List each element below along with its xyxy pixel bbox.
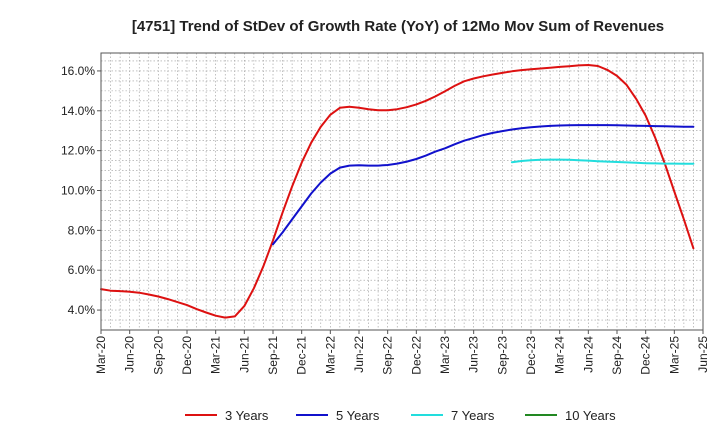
x-tick-label: Mar-24 xyxy=(553,336,567,374)
x-tick-label: Jun-22 xyxy=(352,336,366,373)
x-tick-label: Dec-24 xyxy=(639,336,653,375)
x-tick-label: Mar-23 xyxy=(438,336,452,374)
x-axis: Mar-20 Jun-20 Sep-20 Dec-20 Mar-21 Jun-21 Sep-… xyxy=(94,330,710,375)
y-tick-label: 8.0% xyxy=(68,223,96,237)
chart-title: [4751] Trend of StDev of Growth Rate (Yo… xyxy=(132,18,664,35)
x-tick-label: Jun-24 xyxy=(581,336,595,373)
legend: 3 Years 5 Years 7 Years 10 Years xyxy=(185,408,616,423)
x-tick-label: Dec-21 xyxy=(295,336,309,375)
x-tick-label: Sep-21 xyxy=(266,336,280,375)
series-line-5y xyxy=(272,124,695,246)
x-tick-label: Jun-21 xyxy=(237,336,251,373)
x-tick-label: Mar-20 xyxy=(94,336,108,374)
x-tick-label: Jun-25 xyxy=(696,336,710,373)
x-tick-label: Sep-23 xyxy=(495,336,509,375)
y-tick-label: 14.0% xyxy=(61,104,95,118)
x-tick-label: Mar-22 xyxy=(323,336,337,374)
x-tick-label: Mar-21 xyxy=(209,336,223,374)
x-tick-label: Sep-22 xyxy=(381,336,395,375)
x-tick-label: Dec-23 xyxy=(524,336,538,375)
grid xyxy=(101,53,703,330)
plot-frame xyxy=(100,52,704,331)
y-axis: 4.0% 6.0% 8.0% 10.0% 12.0% 14.0% 16.0% xyxy=(61,64,101,317)
legend-label-7y: 7 Years xyxy=(451,408,495,423)
y-tick-label: 6.0% xyxy=(68,263,96,277)
series-line-7y xyxy=(510,158,695,165)
x-tick-label: Dec-20 xyxy=(180,336,194,375)
legend-label-3y: 3 Years xyxy=(225,408,269,423)
x-tick-label: Dec-22 xyxy=(409,336,423,375)
plot-background xyxy=(101,53,703,330)
x-tick-label: Jun-20 xyxy=(123,336,137,373)
x-tick-label: Jun-23 xyxy=(467,336,481,373)
series-line-3y xyxy=(100,64,695,319)
y-tick-label: 4.0% xyxy=(68,303,96,317)
x-tick-label: Sep-20 xyxy=(151,336,165,375)
legend-label-10y: 10 Years xyxy=(565,408,616,423)
y-tick-label: 12.0% xyxy=(61,144,95,158)
x-tick-label: Sep-24 xyxy=(610,336,624,375)
y-tick-label: 10.0% xyxy=(61,184,95,198)
series-layer xyxy=(100,64,695,319)
x-tick-label: Mar-25 xyxy=(667,336,681,374)
legend-label-5y: 5 Years xyxy=(336,408,380,423)
y-tick-label: 16.0% xyxy=(61,64,95,78)
